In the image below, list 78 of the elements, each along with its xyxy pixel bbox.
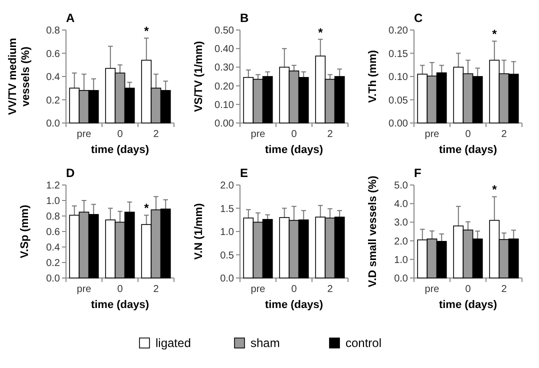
x-tick-label: 2 <box>327 284 334 295</box>
y-tick-label: 0.8 <box>46 212 60 222</box>
y-tick-label: 0.2 <box>46 95 60 106</box>
y-tick-label: 0.5 <box>220 250 234 262</box>
y-tick-label: 4.0 <box>394 199 408 210</box>
chart-title: A <box>66 11 75 25</box>
x-tick-label: pre <box>250 284 266 295</box>
y-axis-title: V.Th (mm) <box>367 50 379 103</box>
y-tick-label: 0.10 <box>388 72 408 83</box>
y-tick-label: 0.0 <box>46 118 60 130</box>
y-tick-label: 0.00 <box>214 118 234 130</box>
x-tick-label: pre <box>424 284 440 295</box>
x-tick-label: 2 <box>501 129 508 140</box>
annotation: * <box>492 27 498 42</box>
annotation: * <box>144 201 150 216</box>
y-tick-label: 1.5 <box>220 204 234 215</box>
y-tick-label: 1.2 <box>46 180 60 192</box>
y-tick-label: 1.0 <box>220 227 234 238</box>
chart-title: F <box>414 166 422 180</box>
y-axis-title: V.D small vessels (%) <box>367 175 379 288</box>
y-tick-label: 0.0 <box>394 274 408 284</box>
y-tick-label: 0.20 <box>214 81 234 92</box>
y-tick-label: 2.0 <box>220 180 234 192</box>
x-axis-title: time (days) <box>90 299 150 311</box>
annotation: * <box>318 25 324 40</box>
legend-label: sham <box>250 336 280 350</box>
x-tick-label: pre <box>424 129 440 140</box>
y-tick-label: 0.10 <box>214 100 234 111</box>
y-tick-label: 2.0 <box>394 236 408 248</box>
y-axis-title: V.N (1/mm) <box>193 202 205 260</box>
x-tick-label: 0 <box>117 129 124 140</box>
x-axis-title: time (days) <box>264 299 324 311</box>
x-tick-label: pre <box>250 129 266 140</box>
annotation: * <box>144 24 150 38</box>
x-tick-label: 2 <box>327 129 334 140</box>
x-tick-label: 2 <box>153 284 160 295</box>
x-tick-label: 0 <box>465 129 472 140</box>
y-tick-label: 0.40 <box>214 44 234 56</box>
y-tick-label: 0.20 <box>388 26 408 36</box>
y-tick-label: 0.0 <box>46 274 60 284</box>
y-tick-label: 0.6 <box>46 227 60 238</box>
x-axis-title: time (days) <box>438 144 498 156</box>
y-axis-title: V.Sp (mm) <box>19 204 31 258</box>
x-axis-title: time (days) <box>264 144 324 156</box>
y-tick-label: 1.0 <box>394 254 408 266</box>
y-tick-label: 0.15 <box>388 48 408 60</box>
x-axis-title: time (days) <box>438 299 498 311</box>
y-tick-label: 0.30 <box>214 62 234 74</box>
x-tick-label: 0 <box>117 284 124 295</box>
x-tick-label: pre <box>76 284 92 295</box>
y-tick-label: 0.6 <box>46 48 60 60</box>
chart-title: C <box>414 11 423 25</box>
y-tick-label: 0.05 <box>388 95 408 106</box>
y-tick-label: 0.0 <box>220 274 234 284</box>
y-tick-label: 3.0 <box>394 218 408 229</box>
y-tick-label: 0.4 <box>46 72 60 83</box>
y-axis-title: VV/TV medium vessels (%) <box>7 38 32 116</box>
x-tick-label: 0 <box>291 284 298 295</box>
x-tick-label: 0 <box>291 129 298 140</box>
y-tick-label: 0.50 <box>214 26 234 36</box>
chart-title: B <box>240 11 249 25</box>
x-tick-label: 0 <box>465 284 472 295</box>
x-tick-label: 2 <box>501 284 508 295</box>
y-tick-label: 0.2 <box>46 258 60 269</box>
y-tick-label: 5.0 <box>394 180 408 192</box>
y-tick-label: 0.8 <box>46 26 60 36</box>
y-axis-title: VS/TV (1/mm) <box>193 40 205 112</box>
y-tick-label: 0.00 <box>388 118 408 130</box>
y-tick-label: 1.0 <box>46 196 60 207</box>
y-tick-label: 0.4 <box>46 242 60 254</box>
legend-label: ligated <box>156 336 191 350</box>
annotation: * <box>492 182 498 197</box>
x-tick-label: 2 <box>153 129 160 140</box>
x-axis-title: time (days) <box>90 144 150 156</box>
x-tick-label: pre <box>76 129 92 140</box>
legend-label: control <box>346 336 382 350</box>
chart-title: D <box>66 166 75 180</box>
chart-title: E <box>240 166 248 180</box>
